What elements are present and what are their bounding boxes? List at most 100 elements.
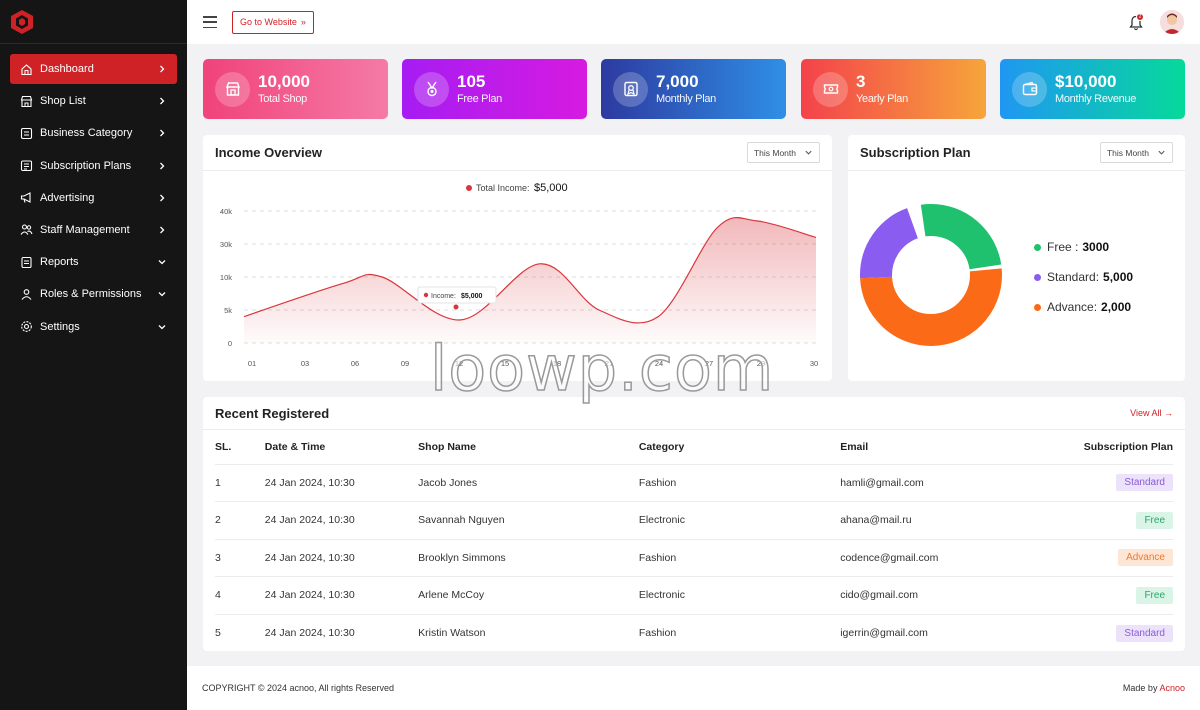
sidebar-item-label: Dashboard	[40, 63, 94, 75]
avatar[interactable]	[1160, 10, 1184, 34]
table-header-row: SL. Date & Time Shop Name Category Email Subs…	[215, 430, 1173, 465]
sidebar-item-label: Advertising	[40, 191, 95, 204]
menu-toggle-icon[interactable]	[203, 16, 217, 28]
table-row[interactable]: 4 24 Jan 2024, 10:30 Arlene McCoy Electroni…	[215, 576, 1173, 615]
logo[interactable]	[0, 0, 187, 44]
view-all-label: View All	[1130, 408, 1162, 418]
chart-legend-label: Total Income:	[476, 183, 530, 193]
table-row[interactable]: 2 24 Jan 2024, 10:30 Savannah Nguyen Electr…	[215, 501, 1173, 540]
stat-icon-wrap	[613, 71, 648, 107]
stat-card-monthly-plan[interactable]: 7,000 Monthly Plan	[601, 59, 786, 119]
sidebar-item-subscription-plans[interactable]: Subscription Plans	[10, 151, 177, 181]
tooltip-dot	[423, 292, 429, 298]
chart-tooltip	[417, 286, 497, 304]
cell-sl: 1	[215, 464, 265, 502]
legend-label: Standard:	[1047, 270, 1100, 284]
cell-sl: 2	[215, 501, 265, 540]
made-by-text: Made by Acnoo	[1123, 683, 1185, 693]
income-line	[243, 217, 817, 324]
legend-item-standard: Standard: 5,000	[1034, 270, 1133, 284]
legend-dot	[1034, 273, 1041, 281]
stat-icon-wrap	[1012, 71, 1047, 107]
sidebar-item-reports[interactable]: Reports	[10, 247, 177, 277]
cell-plan: Standard	[998, 614, 1173, 652]
brand-logo-icon	[11, 9, 33, 34]
stat-card-yearly-plan[interactable]: 3 Yearly Plan	[801, 59, 986, 119]
cell-email: ahana@mail.ru	[840, 501, 999, 540]
table-row[interactable]: 5 24 Jan 2024, 10:30 Kristin Watson Fashion…	[215, 614, 1173, 652]
stat-value: 3	[856, 72, 866, 91]
sidebar-item-dashboard[interactable]: Dashboard	[10, 54, 177, 84]
cell-shop: Jacob Jones	[418, 464, 639, 502]
wallet-icon	[1022, 81, 1037, 96]
notification-badge: 2	[1136, 13, 1144, 21]
stat-label: Monthly Plan	[656, 93, 716, 105]
stat-icon-wrap	[813, 71, 848, 107]
legend-item-advance: Advance: 2,000	[1034, 300, 1131, 314]
sidebar-item-settings[interactable]: Settings	[10, 312, 177, 342]
sidebar-item-shop-list[interactable]: Shop List	[10, 86, 177, 116]
stat-icon-wrap	[414, 71, 449, 107]
cell-category: Fashion	[638, 539, 841, 577]
x-tick-label: 18	[553, 359, 561, 368]
chevron-right-icon	[160, 97, 165, 105]
x-tick-label: 30	[810, 359, 818, 368]
stat-value: $10,000	[1055, 72, 1117, 91]
cell-shop: Arlene McCoy	[418, 576, 639, 615]
x-tick-label: 29	[757, 359, 765, 368]
table-row[interactable]: 1 24 Jan 2024, 10:30 Jacob Jones Fashion ham…	[215, 464, 1173, 502]
y-tick-label: 30k	[220, 240, 232, 249]
shop-icon	[20, 95, 33, 107]
legend-value: 5,000	[1103, 270, 1134, 284]
cell-shop: Brooklyn Simmons	[418, 539, 639, 577]
cell-plan: Free	[998, 501, 1173, 540]
subscription-period-select[interactable]: This Month	[1099, 142, 1173, 163]
stat-card-free-plan[interactable]: 105 Free Plan	[402, 59, 587, 119]
chevron-down-icon	[158, 324, 166, 329]
sidebar-nav: Dashboard Shop List Business Category Subsc…	[0, 44, 187, 344]
cell-category: Electronic	[638, 576, 841, 615]
made-by-brand-link[interactable]: Acnoo	[1159, 683, 1185, 693]
column-header: Shop Name	[418, 430, 639, 465]
go-to-website-label: Go to Website	[240, 17, 297, 27]
cell-email: igerrin@gmail.com	[840, 627, 928, 639]
sidebar-item-advertising[interactable]: Advertising	[10, 183, 177, 213]
stat-card-monthly-revenue[interactable]: $10,000 Monthly Revenue	[1000, 59, 1185, 119]
cell-sl: 4	[215, 576, 265, 615]
plan-badge: Standard	[1116, 474, 1173, 492]
sidebar-item-roles-permissions[interactable]: Roles & Permissions	[10, 279, 177, 309]
double-chevron-right-icon: »	[300, 17, 306, 27]
column-header: Email	[840, 430, 999, 465]
x-tick-label: 09	[401, 359, 409, 368]
cell-category: Electronic	[638, 501, 841, 540]
plan-badge: Free	[1136, 586, 1173, 604]
roles-icon	[21, 288, 32, 300]
report-icon	[21, 256, 32, 268]
sidebar-item-business-category[interactable]: Business Category	[10, 118, 177, 148]
sidebar: Dashboard Shop List Business Category Subsc…	[0, 0, 187, 710]
staff-icon	[20, 224, 33, 236]
table-row[interactable]: 3 24 Jan 2024, 10:30 Brooklyn Simmons Fashi…	[215, 539, 1173, 577]
arrow-right-icon: →	[1164, 408, 1173, 418]
cell-email: codence@gmail.com	[840, 539, 999, 577]
go-to-website-button[interactable]: Go to Website »	[232, 10, 314, 34]
shop-icon	[225, 82, 240, 96]
income-point-marker[interactable]	[453, 304, 459, 310]
chart-legend-value: $5,000	[534, 182, 568, 194]
top-header: Go to Website » 2	[187, 0, 1200, 44]
income-overview-panel: Income Overview This Month 0 5k 10k 30k 40k 0…	[203, 135, 832, 381]
chevron-right-icon	[160, 226, 165, 234]
view-all-link[interactable]: View All →	[1130, 408, 1173, 418]
tooltip-value: $5,000	[461, 293, 483, 300]
plan-badge: Free	[1136, 511, 1173, 529]
cell-date: 24 Jan 2024, 10:30	[264, 464, 419, 502]
cell-category: Fashion	[638, 627, 677, 639]
medal-icon	[426, 81, 437, 97]
stat-card-total-shop[interactable]: 10,000 Total Shop	[203, 59, 388, 119]
column-header: SL.	[215, 430, 265, 465]
income-period-select[interactable]: This Month	[746, 142, 820, 163]
y-tick-label: 5k	[224, 306, 232, 315]
sidebar-item-staff-management[interactable]: Staff Management	[10, 215, 177, 245]
subscription-plan-title: Subscription Plan	[860, 145, 971, 160]
income-area	[244, 217, 816, 343]
